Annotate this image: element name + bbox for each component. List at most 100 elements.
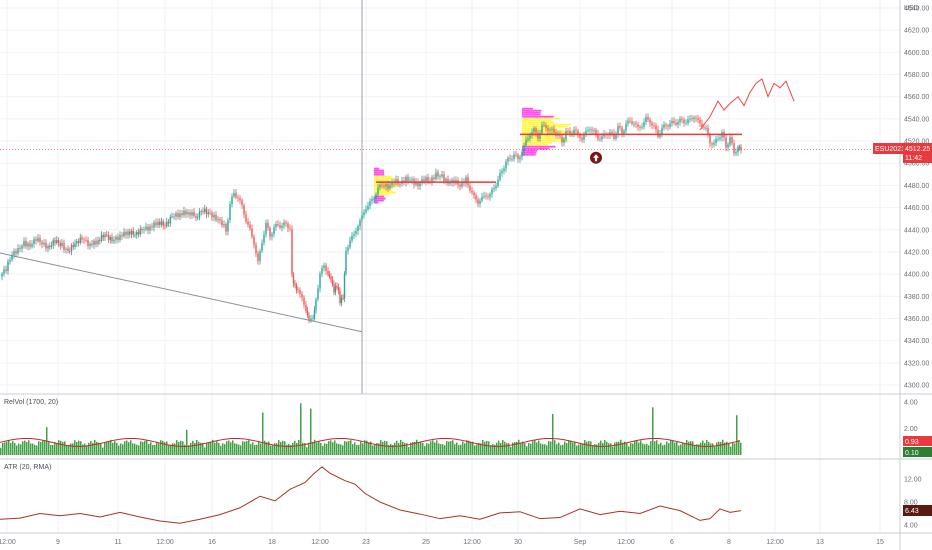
relvol-bar (156, 441, 158, 455)
candle-body (377, 187, 379, 195)
candle-body (313, 309, 316, 319)
candle-body (227, 219, 229, 232)
candle-body (319, 273, 321, 289)
relvol-bar (616, 441, 618, 455)
time-tick-label: 15 (876, 539, 884, 546)
relvol-bar (142, 441, 144, 455)
relvol-bar (222, 443, 224, 455)
candle-body (325, 265, 327, 272)
relvol-bar (126, 440, 128, 455)
relvol-bar (620, 439, 622, 455)
candle-body (45, 242, 47, 249)
candle-body (365, 209, 367, 213)
price-panel[interactable] (0, 0, 900, 394)
relvol-bar (0, 447, 2, 455)
trendline[interactable] (0, 252, 363, 333)
relvol-bar (468, 440, 470, 455)
symbol-price-badge[interactable]: ESU2021 4512.25 11:42 (873, 143, 932, 163)
atr-panel[interactable] (0, 466, 742, 524)
candle-body (549, 129, 551, 131)
relvol-bar (562, 444, 564, 455)
relvol-bar (210, 441, 212, 455)
candle-body (509, 158, 511, 160)
relvol-bar (216, 441, 218, 455)
candle-body (21, 245, 23, 249)
candle-body (411, 179, 413, 181)
candle-body (65, 248, 67, 250)
relvol-bar (380, 440, 382, 455)
relvol-bar (480, 443, 482, 455)
relvol-bar (408, 447, 410, 455)
candle-body (617, 126, 619, 135)
relvol-bar (98, 442, 100, 455)
relvol-bar (692, 441, 694, 455)
relvol-bar (308, 442, 310, 455)
relvol-bar (220, 445, 222, 455)
relvol-bar (734, 443, 736, 455)
volume-profile-bar (522, 107, 533, 110)
candle-body (291, 228, 293, 275)
candle-body (69, 250, 71, 252)
candle-body (269, 227, 271, 237)
relvol-bar (214, 442, 216, 455)
relvol-bar (182, 441, 184, 455)
candle-body (213, 214, 215, 218)
relvol-bar (104, 442, 106, 455)
candle-body (713, 143, 715, 145)
relvol-bar (612, 446, 614, 455)
candle-body (633, 123, 635, 125)
relvol-bar (554, 440, 556, 455)
volume-profile-bar (522, 123, 571, 126)
relvol-bar (528, 443, 530, 455)
candle-body (709, 134, 711, 144)
candle-body (109, 237, 111, 240)
relvol-bar (414, 441, 416, 455)
up-arrow-icon[interactable] (590, 151, 602, 164)
candle-body (441, 174, 443, 177)
candle-body (665, 124, 667, 126)
relvol-bar (310, 408, 312, 455)
relvol-bar (494, 444, 496, 455)
candle-body (1, 273, 3, 277)
relvol-bar (394, 442, 396, 455)
candle-body (303, 297, 305, 305)
candle-body (89, 243, 91, 247)
relvol-bar (540, 443, 542, 455)
candle-body (343, 273, 346, 299)
relvol-bar (60, 440, 62, 455)
relvol-bar (660, 442, 662, 455)
relvol-bar (78, 440, 80, 455)
volume-profile-bar (374, 199, 384, 202)
candle-body (361, 215, 363, 221)
relvol-bar (686, 440, 688, 455)
relvol-bar (272, 444, 274, 455)
relvol-bar (618, 441, 620, 455)
candle-body (733, 143, 735, 154)
relvol-bar (18, 443, 20, 455)
candle-body (198, 211, 201, 218)
relvol-bar (266, 442, 268, 455)
candle-body (229, 204, 231, 220)
candle-body (281, 225, 283, 228)
candle-body (157, 221, 159, 226)
candle-body (523, 145, 525, 153)
candle-body (431, 177, 433, 182)
relvol-bar (130, 440, 132, 455)
relvol-bar (598, 442, 600, 455)
candle-body (100, 235, 103, 241)
price-tick-label: 4480.00 (904, 183, 929, 190)
relvol-bar (190, 442, 192, 455)
forecast-path[interactable] (699, 78, 795, 131)
relvol-bar (566, 443, 568, 455)
relvol-bar (706, 440, 708, 455)
volume-profile-bar (374, 175, 392, 178)
volume-profile-bar (522, 111, 541, 114)
candle-body (389, 184, 391, 189)
relvol-panel[interactable] (0, 403, 742, 455)
candle-body (247, 221, 249, 225)
volume-profile-bar (522, 113, 541, 116)
relvol-bar (16, 445, 18, 455)
candle-body (651, 123, 653, 126)
relvol-bar (92, 442, 94, 455)
